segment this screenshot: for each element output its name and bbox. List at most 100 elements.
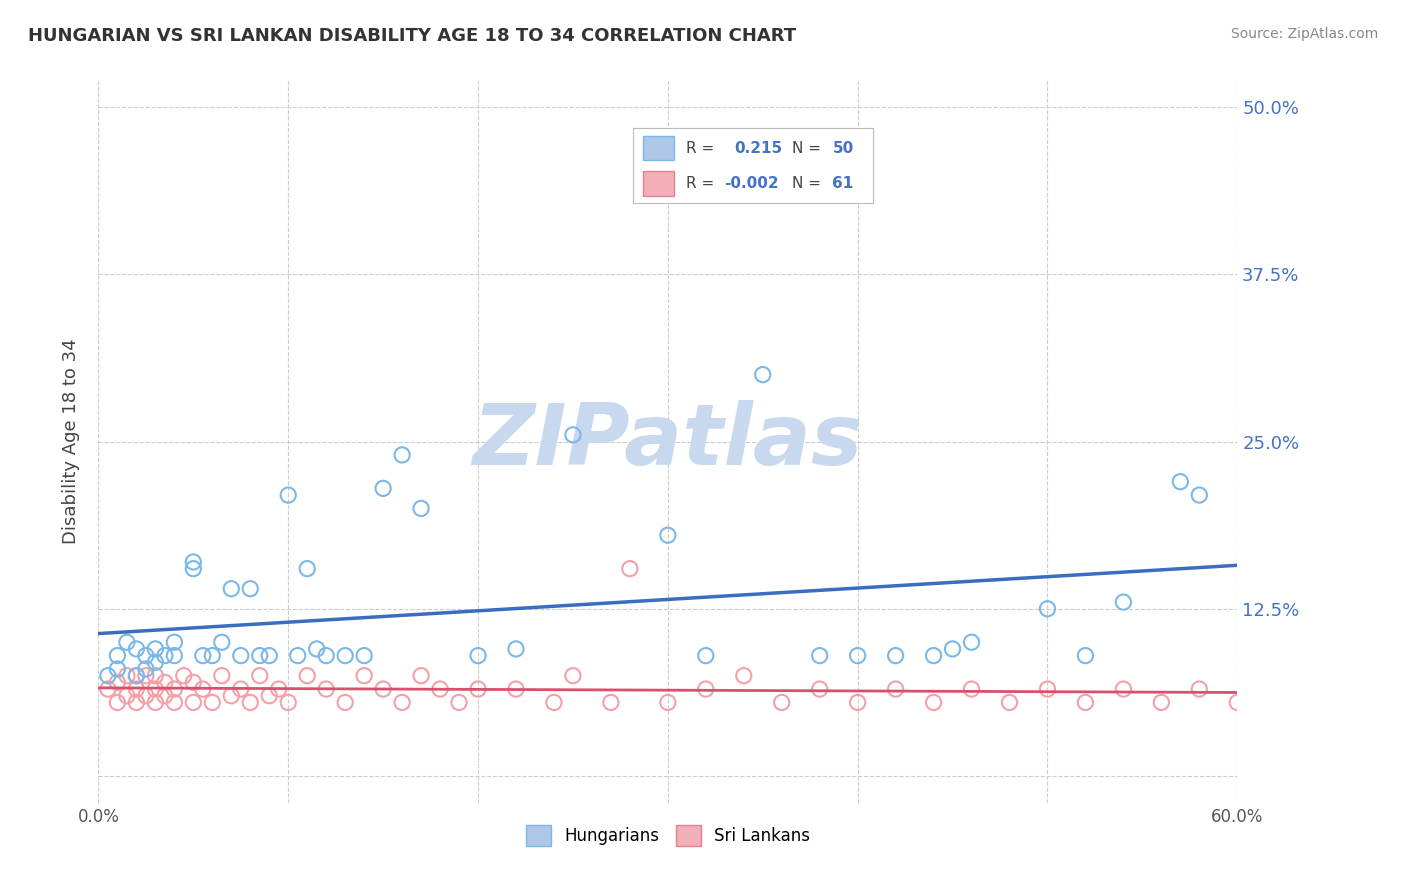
- Point: [1170, 475, 1192, 489]
- Point: [562, 669, 585, 683]
- Point: [922, 648, 945, 663]
- Point: [371, 482, 394, 496]
- Point: [145, 642, 167, 657]
- Point: [353, 648, 375, 663]
- Point: [267, 681, 290, 696]
- Point: [125, 669, 148, 683]
- Text: 50: 50: [832, 141, 853, 155]
- Text: N =: N =: [792, 141, 821, 155]
- Point: [808, 648, 831, 663]
- Point: [297, 669, 319, 683]
- Point: [335, 648, 357, 663]
- Point: [107, 675, 129, 690]
- Point: [153, 689, 176, 703]
- Point: [1036, 681, 1059, 696]
- Point: [1226, 696, 1249, 710]
- Point: [695, 648, 717, 663]
- Point: [183, 555, 205, 569]
- Text: ZIPatlas: ZIPatlas: [472, 400, 863, 483]
- Point: [115, 635, 138, 649]
- Point: [960, 635, 983, 649]
- Point: [183, 562, 205, 576]
- Point: [153, 648, 176, 663]
- Point: [249, 648, 271, 663]
- Point: [808, 681, 831, 696]
- Point: [163, 696, 186, 710]
- Point: [297, 562, 319, 576]
- Point: [657, 696, 679, 710]
- Point: [259, 689, 281, 703]
- Point: [1188, 681, 1211, 696]
- Point: [543, 696, 565, 710]
- Point: [277, 488, 299, 502]
- Point: [942, 642, 965, 657]
- Point: [846, 648, 869, 663]
- Point: [1150, 696, 1173, 710]
- Point: [221, 689, 243, 703]
- Point: [163, 681, 186, 696]
- Point: [211, 669, 233, 683]
- Point: [201, 696, 224, 710]
- Point: [846, 696, 869, 710]
- Point: [145, 681, 167, 696]
- Point: [1074, 696, 1097, 710]
- Point: [125, 642, 148, 657]
- Point: [221, 582, 243, 596]
- Point: [467, 681, 489, 696]
- Text: Source: ZipAtlas.com: Source: ZipAtlas.com: [1230, 27, 1378, 41]
- Point: [315, 648, 337, 663]
- Point: [922, 696, 945, 710]
- Point: [239, 696, 262, 710]
- Point: [201, 648, 224, 663]
- Point: [1188, 488, 1211, 502]
- Point: [287, 648, 309, 663]
- Point: [107, 662, 129, 676]
- Point: [163, 648, 186, 663]
- Point: [505, 642, 527, 657]
- Point: [115, 669, 138, 683]
- Point: [657, 528, 679, 542]
- Point: [145, 655, 167, 669]
- Y-axis label: Disability Age 18 to 34: Disability Age 18 to 34: [62, 339, 80, 544]
- Text: HUNGARIAN VS SRI LANKAN DISABILITY AGE 18 TO 34 CORRELATION CHART: HUNGARIAN VS SRI LANKAN DISABILITY AGE 1…: [28, 27, 796, 45]
- Point: [239, 582, 262, 596]
- Text: -0.002: -0.002: [724, 176, 779, 191]
- Point: [97, 681, 120, 696]
- Point: [229, 648, 252, 663]
- Text: R =: R =: [686, 141, 714, 155]
- Point: [998, 696, 1021, 710]
- Point: [125, 696, 148, 710]
- Point: [467, 648, 489, 663]
- Point: [115, 689, 138, 703]
- Point: [353, 669, 375, 683]
- Point: [229, 681, 252, 696]
- Point: [305, 642, 328, 657]
- Point: [315, 681, 337, 696]
- Point: [145, 696, 167, 710]
- Point: [884, 648, 907, 663]
- Point: [135, 689, 157, 703]
- Point: [173, 669, 195, 683]
- Point: [277, 696, 299, 710]
- Point: [135, 648, 157, 663]
- Point: [191, 681, 214, 696]
- Legend: Hungarians, Sri Lankans: Hungarians, Sri Lankans: [519, 819, 817, 852]
- Point: [107, 696, 129, 710]
- Point: [191, 648, 214, 663]
- Point: [145, 669, 167, 683]
- Point: [1112, 595, 1135, 609]
- Point: [249, 669, 271, 683]
- Point: [411, 669, 433, 683]
- Text: 0.215: 0.215: [734, 141, 782, 155]
- Point: [600, 696, 623, 710]
- Point: [107, 648, 129, 663]
- Point: [1112, 681, 1135, 696]
- FancyBboxPatch shape: [643, 136, 673, 161]
- Point: [163, 635, 186, 649]
- Point: [335, 696, 357, 710]
- Point: [211, 635, 233, 649]
- Point: [770, 696, 793, 710]
- Point: [125, 669, 148, 683]
- Point: [505, 681, 527, 696]
- Point: [183, 696, 205, 710]
